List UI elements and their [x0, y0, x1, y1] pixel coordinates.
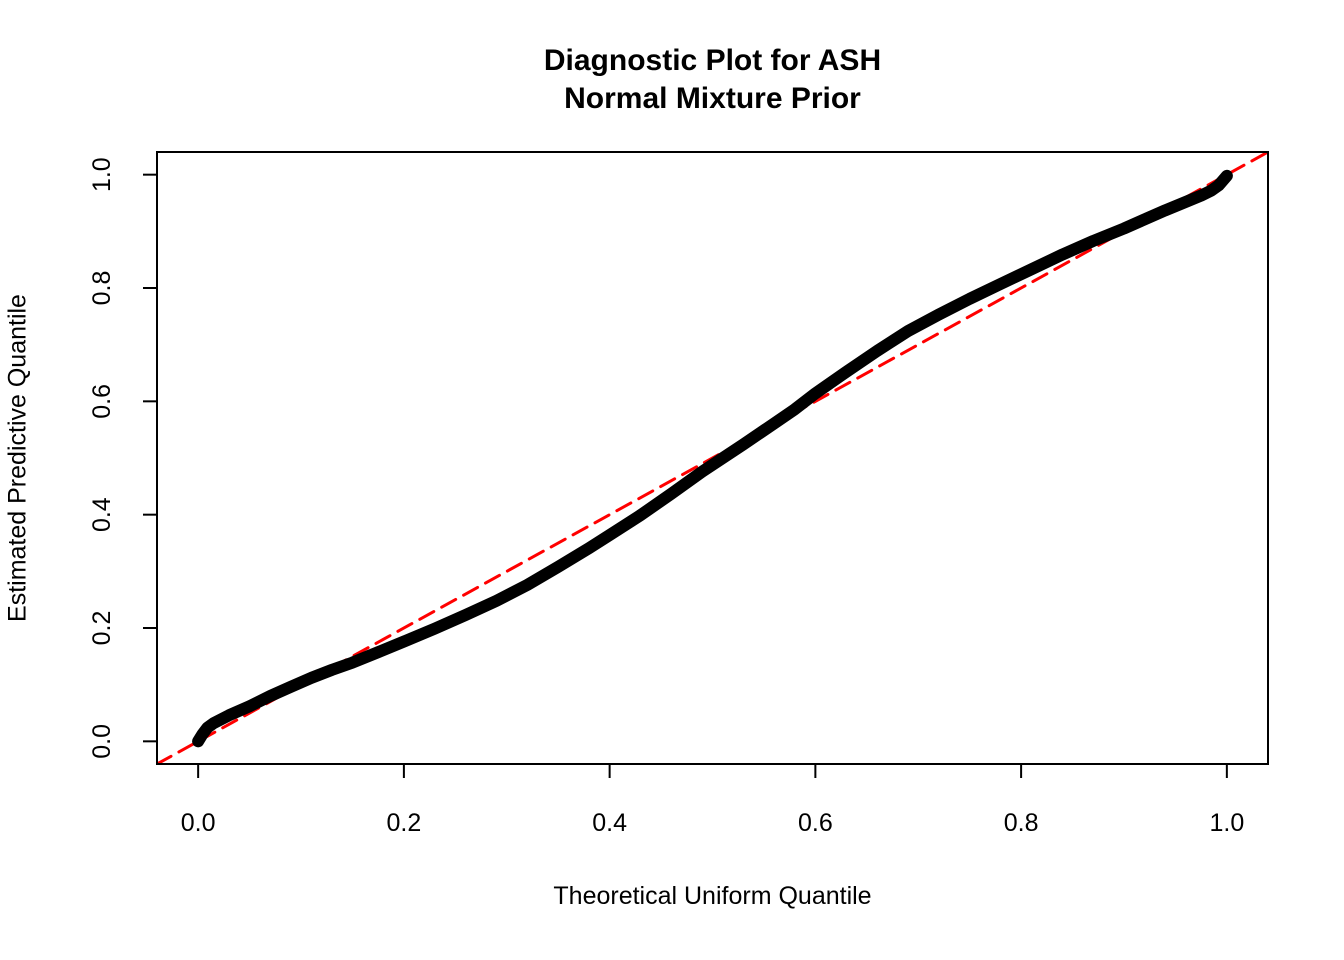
x-tick-label: 0.8 [1004, 809, 1039, 837]
y-tick-label: 0.6 [88, 384, 116, 419]
x-tick-label: 1.0 [1209, 809, 1244, 837]
y-tick-label: 0.4 [88, 497, 116, 532]
estimated-predictive-quantile-curve [192, 169, 1233, 748]
chart-title-line2: Normal Mixture Prior [564, 82, 861, 115]
x-axis-title: Theoretical Uniform Quantile [553, 882, 872, 910]
y-axis-title-text: Estimated Predictive Quantile [3, 294, 32, 622]
chart-title-line1: Diagnostic Plot for ASH [543, 44, 882, 77]
chart-title: Diagnostic Plot for ASH Normal Mixture Pr… [157, 42, 1268, 118]
y-tick-label: 0.2 [88, 611, 116, 646]
x-tick-label: 0.6 [798, 809, 833, 837]
y-tick-label: 0.0 [88, 724, 116, 759]
x-tick-label: 0.0 [181, 809, 216, 837]
plot-box [156, 151, 1269, 765]
x-tick-label: 0.2 [387, 809, 422, 837]
y-tick-label: 0.8 [88, 271, 116, 306]
y-tick-label: 1.0 [88, 157, 116, 192]
x-tick-label: 0.4 [592, 809, 627, 837]
